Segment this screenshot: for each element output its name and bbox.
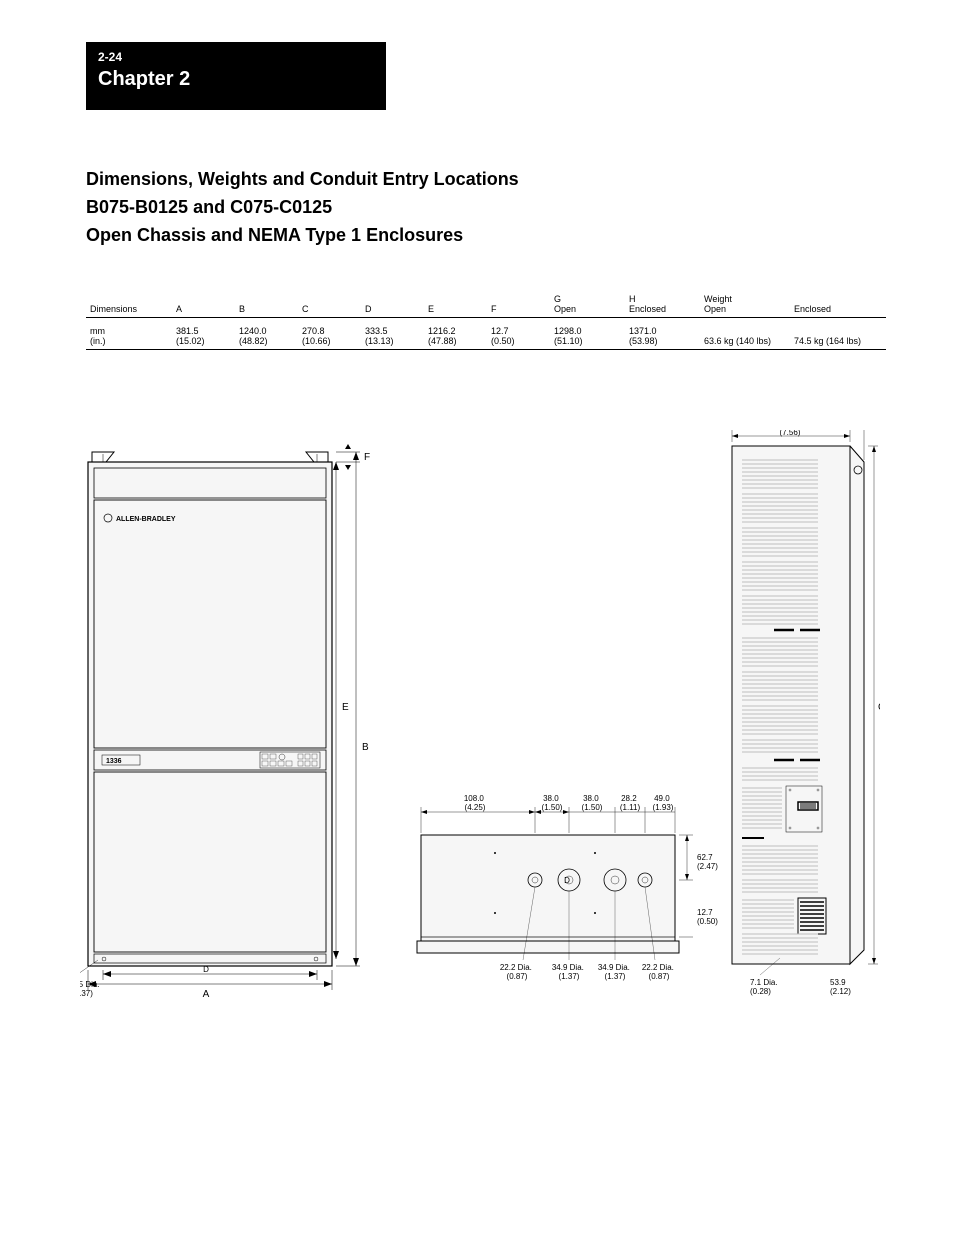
model-label: 1336 bbox=[106, 758, 122, 765]
td-weight-enclosed: 74.5 kg (164 lbs) bbox=[794, 336, 884, 346]
bottom-c1: 108.0 (4.25) bbox=[464, 794, 486, 812]
ko2-label: 34.9 Dia. (1.37) bbox=[552, 963, 586, 981]
td-c: 270.8 (10.66) bbox=[302, 326, 365, 346]
side-d3-label: 7.1 Dia. (0.28) bbox=[750, 978, 780, 996]
chapter-title: Chapter 2 bbox=[98, 68, 374, 91]
th-h-enclosed: HEnclosed bbox=[629, 294, 704, 314]
td-b: 1240.0 (48.82) bbox=[239, 326, 302, 346]
ko3-label: 34.9 Dia. (1.37) bbox=[598, 963, 632, 981]
th-weight-open: WeightOpen bbox=[704, 294, 794, 314]
technical-drawings: ALLEN-BRADLEY 1336 F bbox=[80, 430, 880, 1000]
dim-b-label: B bbox=[362, 742, 369, 753]
title-line-2: B075-B0125 and C075-C0125 bbox=[86, 194, 519, 222]
td-d: 333.5 (13.13) bbox=[365, 326, 428, 346]
th-a: A bbox=[176, 304, 239, 314]
bottom-c6: 12.7 (0.50) bbox=[697, 908, 718, 926]
side-d1-label: 192.0 (7.56) bbox=[779, 430, 801, 437]
bottom-view-drawing: D 108.0 (4.25) 38.0 (1.50) 38.0 bbox=[417, 794, 718, 981]
page-number: 2-24 bbox=[98, 50, 374, 64]
mount-dia-label: 9.5 Dia. (0.37) bbox=[80, 980, 102, 998]
title-line-1: Dimensions, Weights and Conduit Entry Lo… bbox=[86, 166, 519, 194]
table-header-row: Dimensions A B C D E F GOpen HEnclosed W… bbox=[86, 290, 886, 318]
section-title: Dimensions, Weights and Conduit Entry Lo… bbox=[86, 166, 519, 250]
th-g-open: GOpen bbox=[554, 294, 629, 314]
td-g: 1298.0 (51.10) bbox=[554, 326, 629, 346]
title-line-3: Open Chassis and NEMA Type 1 Enclosures bbox=[86, 222, 519, 250]
table-data-row: mm (in.) 381.5 (15.02) 1240.0 (48.82) 27… bbox=[86, 318, 886, 350]
td-a: 381.5 (15.02) bbox=[176, 326, 239, 346]
bottom-c3: 38.0 (1.50) bbox=[582, 794, 603, 812]
manufacturer-label: ALLEN-BRADLEY bbox=[116, 516, 176, 523]
th-c: C bbox=[302, 304, 365, 314]
dim-f-label: F bbox=[364, 452, 370, 463]
dim-d-label: D bbox=[203, 965, 209, 974]
side-view-drawing: 192.0 (7.56) H G 7.1 Dia. (0.28) 53.9 (2… bbox=[732, 430, 880, 996]
bottom-c4: 28.2 (1.11) bbox=[620, 794, 641, 812]
td-e: 1216.2 (47.88) bbox=[428, 326, 491, 346]
side-g-label: G bbox=[878, 702, 880, 713]
th-d: D bbox=[365, 304, 428, 314]
bottom-c5: 49.0 (1.93) bbox=[653, 794, 674, 812]
page-header-block: 2-24 Chapter 2 bbox=[86, 42, 386, 110]
ko4-label: 22.2 Dia. (0.87) bbox=[642, 963, 676, 981]
bottom-c7: 62.7 (2.47) bbox=[697, 853, 718, 871]
th-b: B bbox=[239, 304, 302, 314]
dimensions-table: Dimensions A B C D E F GOpen HEnclosed W… bbox=[86, 290, 886, 350]
th-e: E bbox=[428, 304, 491, 314]
th-weight-enclosed: Enclosed bbox=[794, 294, 884, 314]
th-f: F bbox=[491, 304, 554, 314]
td-units: mm (in.) bbox=[86, 326, 176, 346]
td-h: 1371.0 (53.98) bbox=[629, 326, 704, 346]
dim-a-label: A bbox=[203, 989, 210, 1000]
td-f: 12.7 (0.50) bbox=[491, 326, 554, 346]
ko1-label: 22.2 Dia. (0.87) bbox=[500, 963, 534, 981]
dim-e-label: E bbox=[342, 702, 349, 713]
bottom-c2: 38.0 (1.50) bbox=[542, 794, 563, 812]
svg-text:D: D bbox=[564, 876, 570, 885]
td-weight-open: 63.6 kg (140 lbs) bbox=[704, 336, 794, 346]
th-dimensions: Dimensions bbox=[86, 304, 176, 314]
side-d4-label: 53.9 (2.12) bbox=[830, 978, 851, 996]
front-view-drawing: ALLEN-BRADLEY 1336 F bbox=[80, 444, 370, 1000]
